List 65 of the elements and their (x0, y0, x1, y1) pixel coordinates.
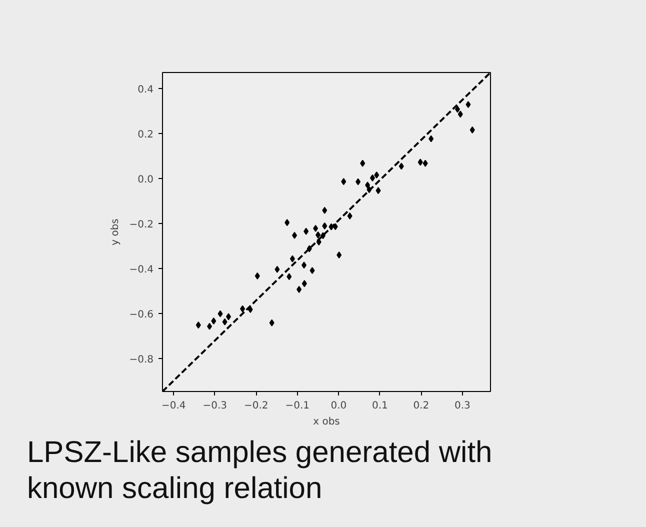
point (218, 310, 223, 318)
point (226, 313, 232, 320)
point (332, 223, 338, 230)
point (306, 245, 312, 252)
y-tick-label: 0.4 (138, 84, 154, 96)
point (341, 178, 346, 186)
point (336, 251, 342, 258)
point (428, 135, 434, 142)
point (322, 206, 328, 214)
point (366, 186, 372, 194)
y-tick-label: 0.2 (138, 129, 154, 140)
point (296, 286, 302, 293)
y-tick-label: 0.0 (138, 174, 154, 186)
point (376, 187, 381, 194)
point (284, 219, 290, 226)
point (286, 273, 292, 280)
point (347, 212, 352, 220)
point (254, 272, 260, 280)
point (211, 317, 216, 324)
point (302, 262, 307, 269)
point (398, 162, 404, 170)
point (274, 266, 280, 273)
y-axis-title: y obs (110, 218, 122, 246)
point (310, 267, 315, 274)
point (269, 319, 274, 326)
point (304, 228, 309, 235)
point (240, 305, 246, 312)
point (248, 306, 253, 313)
point (466, 100, 471, 108)
x-tick-label: −0.3 (202, 400, 228, 412)
y-tick-label: −0.4 (129, 264, 154, 276)
point (458, 110, 463, 118)
point (196, 322, 201, 329)
point (290, 255, 295, 262)
x-tick-label: 0.1 (372, 400, 388, 412)
point (207, 322, 212, 330)
x-tick-label: −0.1 (285, 400, 310, 412)
point (470, 126, 475, 134)
y-tick-label: −0.8 (129, 354, 154, 366)
point (320, 232, 326, 240)
point (316, 231, 321, 238)
point (374, 172, 380, 179)
point (365, 182, 370, 189)
point (418, 158, 423, 166)
point (360, 160, 366, 167)
point (370, 174, 376, 182)
point (292, 232, 298, 239)
x-tick-label: −0.2 (244, 400, 268, 412)
point (313, 224, 318, 232)
x-tick-label: 0.0 (330, 400, 347, 412)
point (454, 106, 460, 113)
point (316, 238, 322, 246)
text: LPSZ-Like samples generated with known scaling relation (27, 435, 494, 507)
point (222, 318, 228, 326)
point (356, 178, 361, 186)
point (322, 222, 328, 230)
point (302, 280, 307, 288)
point (422, 160, 428, 167)
x-axis-title: x obs (313, 416, 340, 428)
x-tick-label: 0.3 (454, 400, 470, 412)
x-tick-label: 0.2 (413, 400, 430, 412)
y-tick-label: −0.2 (129, 219, 154, 230)
y-tick-label: −0.6 (129, 310, 154, 321)
point (328, 223, 334, 230)
x-tick-label: −0.4 (162, 400, 186, 412)
